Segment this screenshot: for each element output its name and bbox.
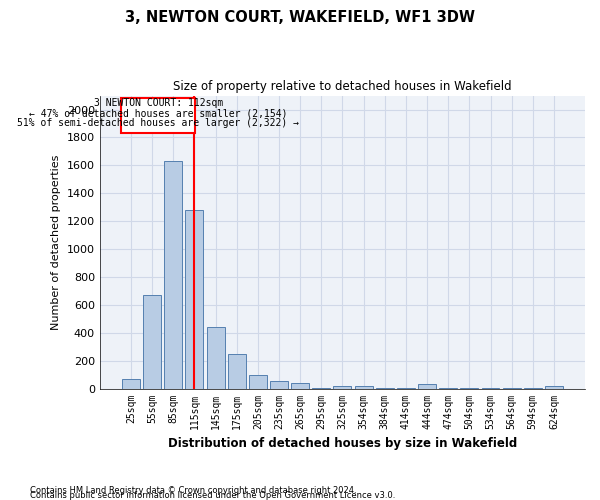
Bar: [249, 374, 267, 388]
Y-axis label: Number of detached properties: Number of detached properties: [52, 154, 61, 330]
Title: Size of property relative to detached houses in Wakefield: Size of property relative to detached ho…: [173, 80, 512, 93]
Bar: [227, 354, 245, 388]
Bar: [291, 383, 309, 388]
Bar: [355, 386, 373, 388]
Bar: [164, 161, 182, 388]
Text: Contains public sector information licensed under the Open Government Licence v3: Contains public sector information licen…: [30, 491, 395, 500]
Bar: [545, 386, 563, 388]
Bar: [270, 381, 288, 388]
Bar: [418, 384, 436, 388]
Bar: [143, 295, 161, 388]
Bar: [121, 98, 196, 133]
Text: 51% of semi-detached houses are larger (2,322) →: 51% of semi-detached houses are larger (…: [17, 118, 299, 128]
X-axis label: Distribution of detached houses by size in Wakefield: Distribution of detached houses by size …: [168, 437, 517, 450]
Bar: [334, 386, 352, 388]
Bar: [206, 327, 224, 388]
Bar: [185, 210, 203, 388]
Bar: [122, 379, 140, 388]
Text: 3, NEWTON COURT, WAKEFIELD, WF1 3DW: 3, NEWTON COURT, WAKEFIELD, WF1 3DW: [125, 10, 475, 25]
Text: ← 47% of detached houses are smaller (2,154): ← 47% of detached houses are smaller (2,…: [29, 108, 287, 118]
Text: Contains HM Land Registry data © Crown copyright and database right 2024.: Contains HM Land Registry data © Crown c…: [30, 486, 356, 495]
Text: 3 NEWTON COURT: 112sqm: 3 NEWTON COURT: 112sqm: [94, 98, 223, 108]
